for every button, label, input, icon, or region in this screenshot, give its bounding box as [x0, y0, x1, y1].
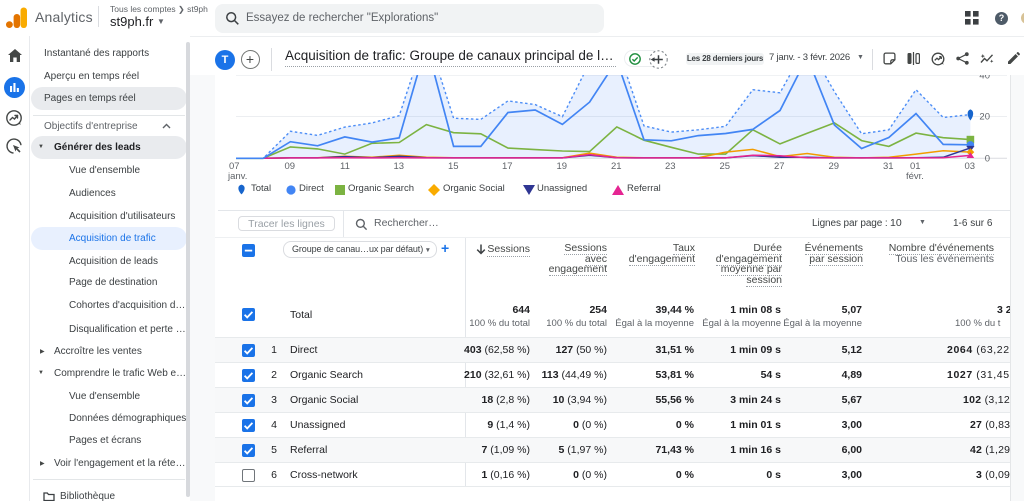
svg-text:31: 31	[883, 161, 894, 172]
svg-text:25: 25	[720, 161, 731, 172]
svg-text:janv.: janv.	[227, 171, 247, 182]
svg-text:0: 0	[985, 154, 990, 165]
svg-text:01: 01	[910, 161, 921, 172]
svg-text:27: 27	[774, 161, 785, 172]
svg-text:21: 21	[611, 161, 622, 172]
svg-text:11: 11	[340, 161, 350, 172]
svg-text:13: 13	[394, 161, 405, 172]
svg-text:09: 09	[285, 161, 296, 172]
svg-text:40: 40	[979, 70, 990, 81]
svg-text:15: 15	[448, 161, 459, 172]
svg-text:17: 17	[502, 161, 513, 172]
svg-text:29: 29	[829, 161, 840, 172]
svg-text:20: 20	[979, 112, 990, 123]
svg-text:07: 07	[229, 161, 240, 172]
svg-text:févr.: févr.	[906, 171, 924, 182]
svg-text:03: 03	[965, 161, 976, 172]
svg-text:23: 23	[665, 161, 676, 172]
svg-text:19: 19	[557, 161, 568, 172]
